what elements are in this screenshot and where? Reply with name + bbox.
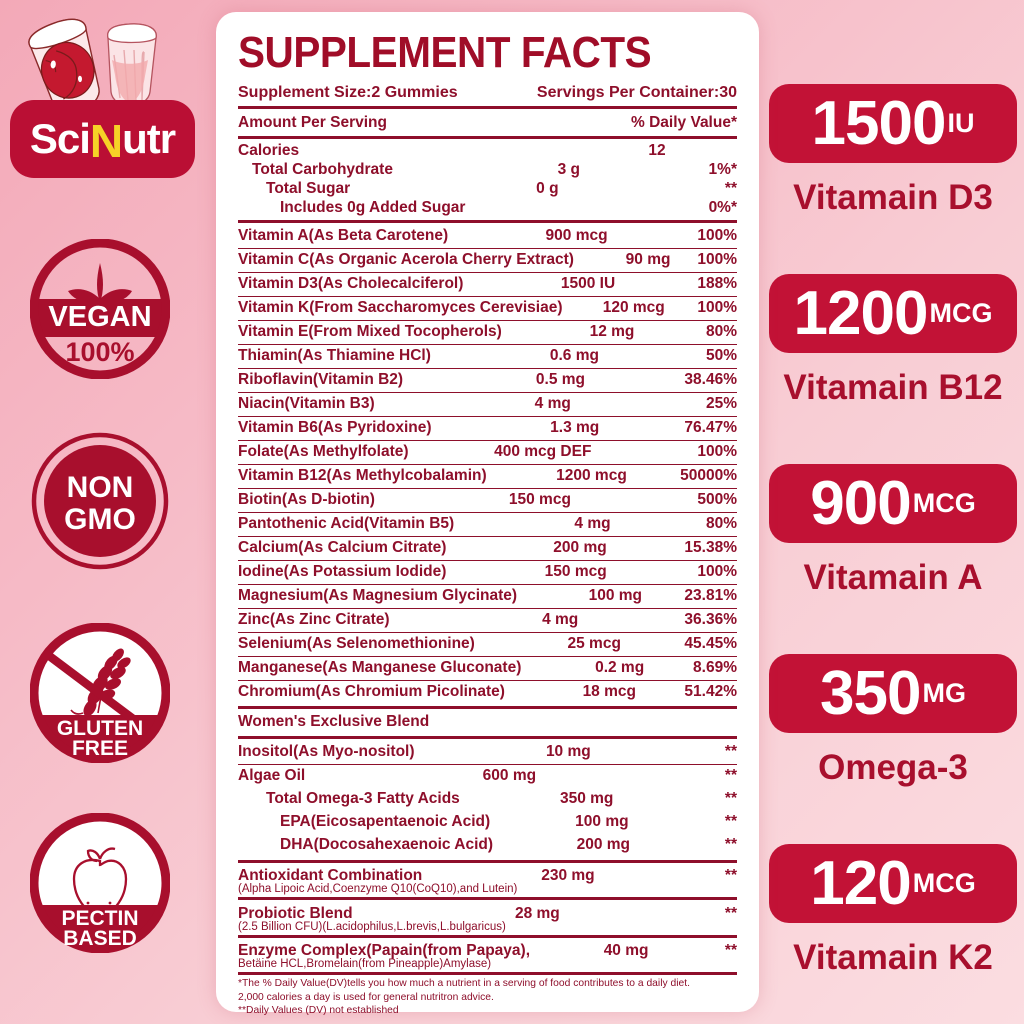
svg-text:BASED: BASED: [63, 927, 137, 950]
svg-text:GMO: GMO: [64, 503, 136, 536]
svg-text:VEGAN: VEGAN: [48, 301, 151, 333]
svg-text:100%: 100%: [65, 337, 134, 367]
svg-text:NON: NON: [67, 471, 134, 504]
svg-text:FREE: FREE: [72, 737, 128, 760]
